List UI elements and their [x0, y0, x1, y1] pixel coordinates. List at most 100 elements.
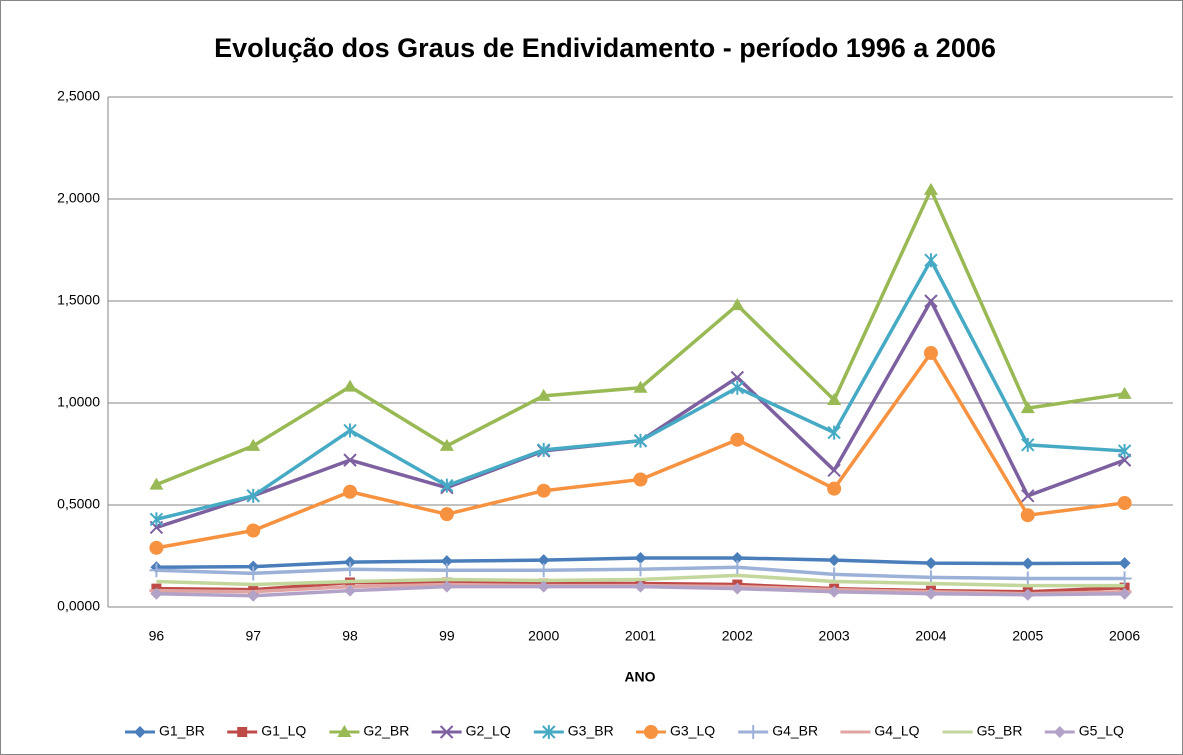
marker — [439, 438, 454, 451]
legend-label: G1_BR — [159, 723, 205, 739]
marker — [827, 392, 842, 405]
x-axis-label: ANO — [624, 669, 655, 685]
marker — [337, 725, 352, 737]
marker — [923, 346, 938, 361]
x-tick-label: 96 — [149, 628, 165, 644]
marker — [730, 432, 745, 447]
marker — [343, 423, 357, 438]
marker — [440, 580, 453, 593]
marker — [1021, 437, 1035, 452]
marker — [246, 523, 261, 538]
legend-label: G4_BR — [772, 723, 818, 739]
marker — [536, 442, 551, 457]
legend-label: G4_LQ — [874, 723, 919, 739]
marker — [730, 560, 745, 575]
marker — [828, 585, 841, 598]
marker — [1020, 571, 1035, 586]
legend-label: G5_BR — [977, 723, 1023, 739]
marker — [440, 555, 453, 568]
marker — [923, 182, 938, 195]
marker — [343, 453, 357, 467]
marker — [536, 388, 551, 401]
marker — [1117, 443, 1132, 458]
legend-label: G1_LQ — [261, 723, 306, 739]
marker — [149, 540, 164, 555]
y-tick-label: 1,0000 — [57, 394, 100, 410]
marker — [247, 589, 260, 602]
marker — [924, 253, 938, 268]
y-tick-label: 2,5000 — [57, 88, 100, 104]
x-tick-label: 2000 — [528, 628, 559, 644]
marker — [439, 507, 454, 522]
x-tick-label: 99 — [439, 628, 455, 644]
x-tick-label: 2001 — [625, 628, 656, 644]
marker — [1117, 495, 1132, 510]
marker — [439, 725, 454, 739]
marker — [440, 478, 454, 493]
marker — [439, 563, 454, 578]
y-tick-label: 2,0000 — [57, 190, 100, 206]
x-tick-label: 2006 — [1109, 628, 1140, 644]
marker — [343, 562, 358, 577]
marker — [1119, 582, 1130, 593]
marker — [343, 379, 358, 392]
marker — [924, 587, 937, 600]
marker — [828, 554, 841, 567]
marker — [1020, 401, 1035, 414]
marker — [246, 438, 261, 451]
marker — [1117, 571, 1132, 586]
marker — [634, 552, 647, 565]
marker — [633, 472, 648, 487]
marker — [1117, 386, 1132, 399]
x-tick-label: 2005 — [1012, 628, 1043, 644]
marker — [730, 370, 745, 385]
marker — [536, 483, 551, 498]
marker — [633, 380, 648, 393]
marker — [1021, 489, 1035, 503]
y-tick-label: 1,5000 — [57, 292, 100, 308]
marker — [730, 298, 745, 311]
marker — [924, 557, 937, 570]
marker — [149, 563, 164, 578]
marker — [633, 433, 648, 448]
x-tick-label: 2002 — [722, 628, 753, 644]
marker — [1118, 557, 1131, 570]
legend-label: G3_BR — [568, 723, 614, 739]
marker — [344, 556, 357, 569]
marker — [1021, 557, 1034, 570]
marker — [1020, 508, 1035, 523]
marker — [633, 562, 648, 577]
marker — [827, 463, 841, 478]
marker — [134, 726, 146, 738]
marker — [537, 580, 550, 593]
marker — [730, 380, 745, 395]
marker — [246, 488, 260, 503]
marker — [237, 727, 248, 737]
marker — [150, 587, 163, 600]
marker — [634, 580, 647, 593]
marker — [343, 484, 358, 499]
chart-title: Evolução dos Graus de Endividamento - pe… — [214, 33, 996, 63]
marker — [536, 563, 551, 578]
x-tick-label: 2004 — [915, 628, 946, 644]
legend-label: G5_LQ — [1079, 723, 1124, 739]
marker — [924, 294, 938, 308]
marker — [1053, 726, 1066, 738]
marker — [731, 552, 744, 565]
series-line — [156, 573, 1125, 588]
marker — [1118, 587, 1131, 600]
marker — [827, 567, 842, 582]
x-tick-label: 2003 — [819, 628, 850, 644]
marker — [731, 582, 744, 595]
x-tick-label: 98 — [342, 628, 358, 644]
marker — [746, 725, 761, 739]
legend-label: G2_BR — [363, 723, 409, 739]
marker — [644, 725, 658, 739]
marker — [149, 512, 164, 527]
x-tick-label: 97 — [245, 628, 261, 644]
legend-label: G2_LQ — [466, 723, 511, 739]
marker — [344, 584, 357, 597]
y-tick-label: 0,0000 — [57, 598, 100, 614]
